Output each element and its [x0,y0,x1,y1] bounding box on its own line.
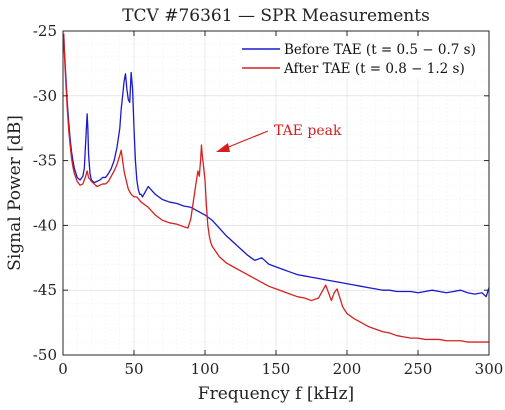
legend: Before TAE (t = 0.5 − 0.7 s) After TAE (… [236,37,482,79]
x-tick-label: 300 [475,360,504,378]
x-tick-label: 200 [333,360,362,378]
tae-peak-arrow [225,130,269,149]
chart-title: TCV #76361 — SPR Measurements [122,6,430,26]
y-tick-label: -40 [33,216,57,234]
x-tick-label: 50 [124,360,143,378]
series-layer [63,33,490,343]
legend-box [236,37,482,79]
x-tick-label: 100 [191,360,220,378]
x-tick-labels: 0 50 100 150 200 250 300 [58,360,503,378]
legend-label-before: Before TAE (t = 0.5 − 0.7 s) [284,42,476,58]
y-tick-label: -25 [33,22,57,40]
x-tick-label: 250 [404,360,433,378]
x-tick-label: 150 [262,360,291,378]
x-axis-title: Frequency f [kHz] [198,384,354,404]
tae-peak-annotation: TAE peak [216,123,342,152]
y-tick-label: -35 [33,152,57,170]
series-line-after-tae [63,33,489,343]
y-axis-title: Signal Power [dB] [5,115,25,271]
legend-label-after: After TAE (t = 0.8 − 1.2 s) [283,61,465,77]
y-tick-labels: -25 -30 -35 -40 -45 -50 [33,22,57,364]
tae-peak-label: TAE peak [274,123,342,139]
tick-marks [62,30,490,356]
y-tick-label: -30 [33,87,57,105]
tae-peak-arrowhead [216,143,230,152]
x-tick-label: 0 [58,360,68,378]
series-line-before-tae [63,33,490,298]
y-tick-label: -45 [33,281,57,299]
y-tick-label: -50 [33,346,57,364]
